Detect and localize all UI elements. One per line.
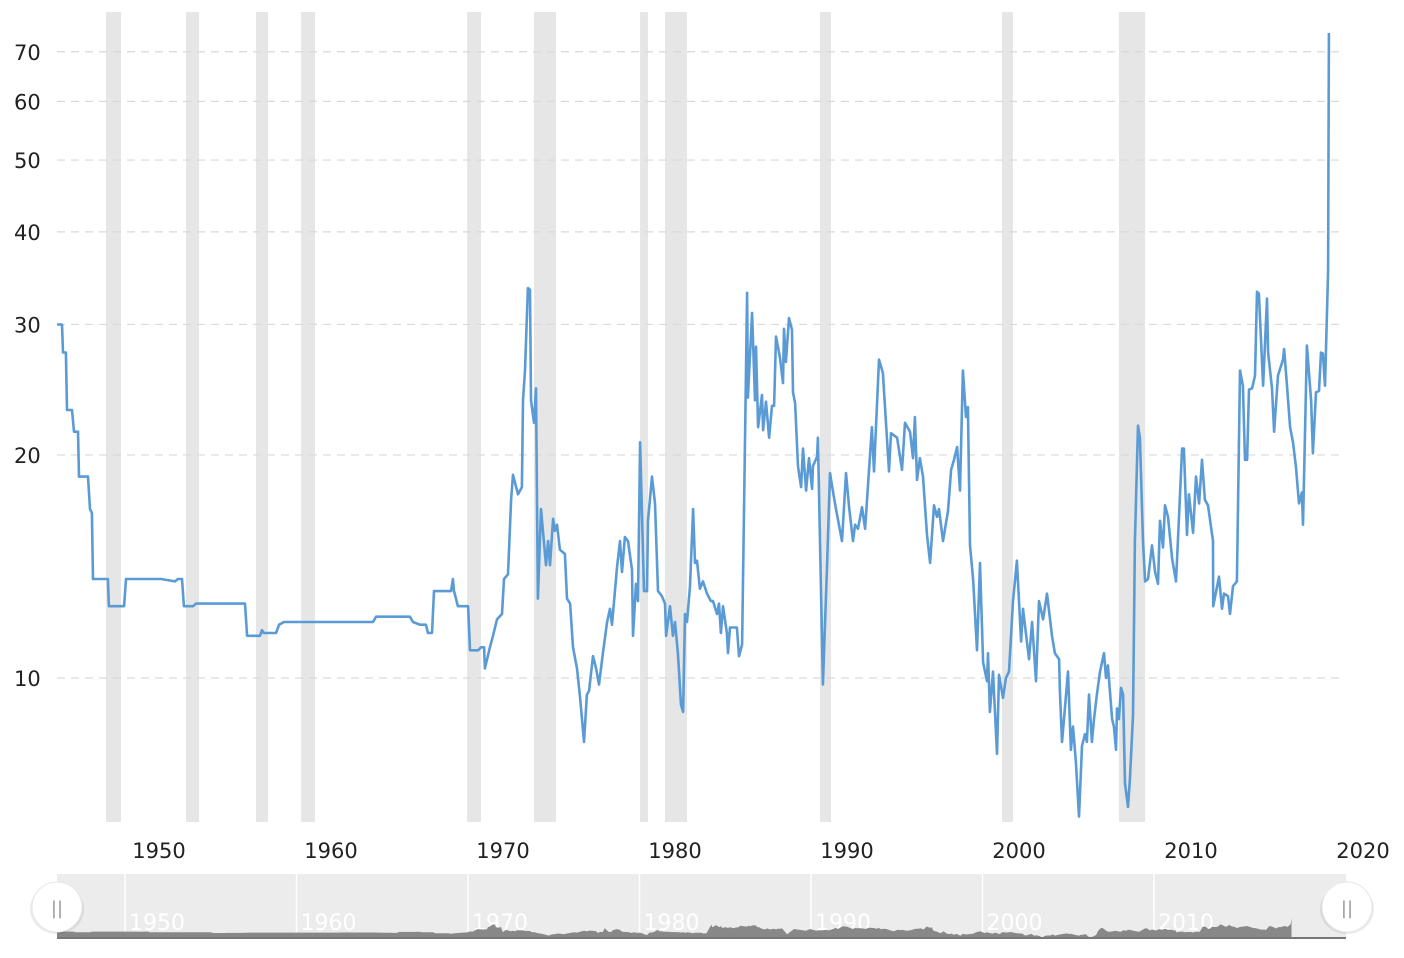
recession-band bbox=[819, 12, 832, 822]
navigator-series bbox=[57, 918, 1292, 938]
y-axis: 10 20 30 40 50 60 70 bbox=[14, 41, 41, 691]
navigator-label: 1960 bbox=[301, 911, 357, 936]
recession-band bbox=[301, 12, 316, 822]
recession-band bbox=[533, 12, 556, 822]
navigator-label: 2000 bbox=[987, 911, 1043, 936]
y-tick-label: 20 bbox=[14, 444, 41, 468]
drag-handle-icon: || bbox=[1341, 898, 1353, 919]
range-navigator[interactable]: 1950 1960 1970 1980 1990 2000 2010|| || bbox=[30, 874, 1374, 939]
navigator-handle-right[interactable]: || bbox=[1320, 881, 1374, 934]
recession-bands bbox=[106, 12, 1146, 822]
recession-band bbox=[467, 12, 481, 822]
navigator-background bbox=[57, 874, 1346, 938]
navigator-handle-left[interactable]: || bbox=[30, 881, 84, 934]
recession-band bbox=[1118, 12, 1146, 822]
navigator-label: 1980 bbox=[644, 911, 700, 936]
y-tick-label: 40 bbox=[14, 221, 41, 245]
x-tick-label: 1990 bbox=[820, 839, 873, 863]
series-line bbox=[57, 32, 1331, 818]
recession-band bbox=[256, 12, 269, 822]
y-tick-label: 10 bbox=[14, 667, 41, 691]
y-tick-label: 70 bbox=[14, 41, 41, 65]
x-tick-label: 2020 bbox=[1336, 839, 1389, 863]
recession-band bbox=[186, 12, 200, 822]
recession-band bbox=[640, 12, 648, 822]
x-tick-label: 2000 bbox=[992, 839, 1045, 863]
handle-body bbox=[1321, 881, 1373, 933]
y-tick-label: 50 bbox=[14, 149, 41, 173]
x-tick-label: 1960 bbox=[304, 839, 357, 863]
gridlines bbox=[57, 51, 1340, 679]
x-tick-label: 1980 bbox=[648, 839, 701, 863]
y-tick-label: 30 bbox=[14, 313, 41, 337]
x-axis: 1950 1960 1970 1980 1990 2000 2010 2020 bbox=[132, 839, 1389, 863]
drag-handle-icon: || bbox=[51, 898, 63, 919]
x-tick-label: 1950 bbox=[132, 839, 185, 863]
x-tick-label: 2010 bbox=[1164, 839, 1217, 863]
y-tick-label: 60 bbox=[14, 90, 41, 114]
recession-band bbox=[106, 12, 121, 822]
handle-body bbox=[31, 881, 83, 933]
recession-band bbox=[1001, 12, 1013, 822]
x-tick-label: 1970 bbox=[476, 839, 529, 863]
